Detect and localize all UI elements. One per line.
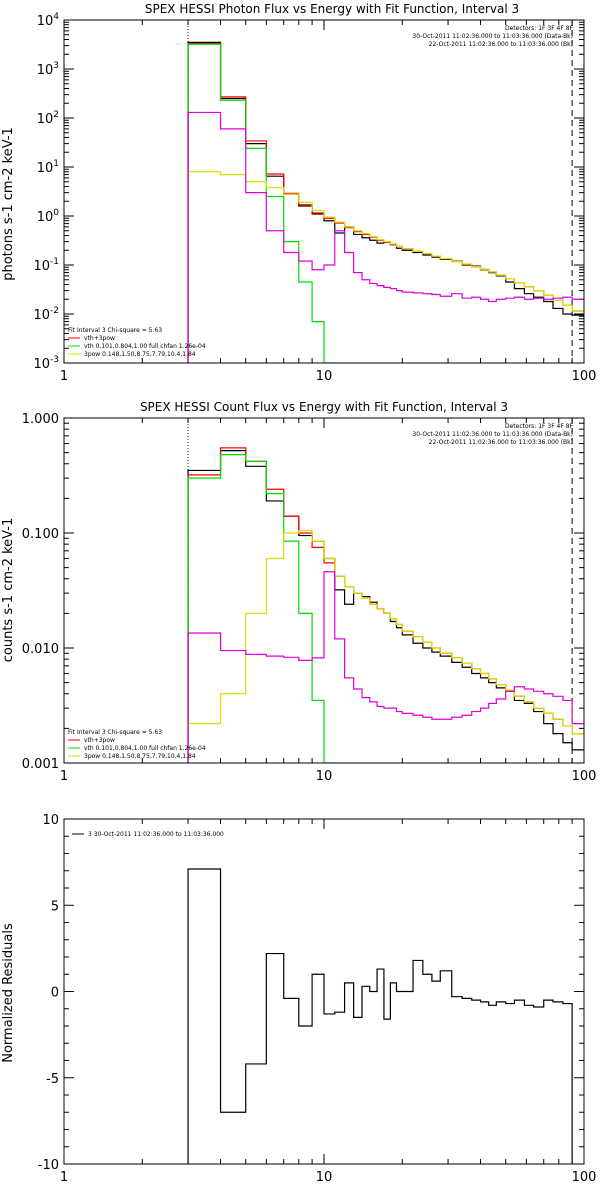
y-tick-label: 102 xyxy=(37,110,59,127)
y-tick-label: 10 xyxy=(42,813,59,828)
photon-flux-detectors: Detectors: 1F 3F 4F 8F xyxy=(505,25,574,32)
legend-label-vth: vth 0.101,0.804,1.00 full chfan 1.26e-04 xyxy=(84,745,206,752)
count-flux-panel: SPEX HESSI Count Flux vs Energy with Fit… xyxy=(1,400,596,784)
y-tick-label: 0.001 xyxy=(22,757,59,772)
y-tick-label: 101 xyxy=(37,159,59,176)
y-tick-label: 1.000 xyxy=(22,412,59,427)
legend-label-vth-3pow: vth+3pow xyxy=(84,335,115,342)
photon-flux-time-bk: 22-Oct-2011 11:02:36.000 to 11:03:36.000… xyxy=(429,41,573,48)
x-tick-label: 1 xyxy=(60,769,68,784)
count-flux-plot-frame xyxy=(63,417,585,764)
photon-flux-panel: SPEX HESSI Photon Flux vs Energy with Fi… xyxy=(1,2,596,384)
x-tick-label: 10 xyxy=(316,769,333,784)
series-3pow xyxy=(187,171,584,363)
count-flux-time-data: 30-Oct-2011 11:02:36.000 to 11:03:36.000… xyxy=(412,431,573,438)
photon-flux-fit-label: Fit Interval 3 Chi-square = 5.63 xyxy=(68,327,162,334)
photon-flux-legend: vth+3pow vth 0.101,0.804,1.00 full chfan… xyxy=(68,335,206,358)
legend-label-3pow: 3pow 0.148,1.50,8.75,7.79,10.4,1.84 xyxy=(84,753,196,760)
series-data-bk xyxy=(187,41,584,363)
y-tick-label: 0.010 xyxy=(22,642,59,657)
photon-flux-ylabel: photons s-1 cm-2 keV-1 xyxy=(1,127,16,281)
series-vth-3pow xyxy=(187,42,584,363)
legend-label-vth: vth 0.101,0.804,1.00 full chfan 1.26e-04 xyxy=(84,343,206,350)
photon-flux-time-data: 30-Oct-2011 11:02:36.000 to 11:03:36.000… xyxy=(412,33,573,40)
y-tick-label: 10-2 xyxy=(33,306,59,323)
y-tick-label: 0.100 xyxy=(22,527,59,542)
series-vth-3pow xyxy=(187,447,584,763)
x-tick-label: 100 xyxy=(572,769,597,784)
y-tick-label: 100 xyxy=(37,208,60,225)
photon-flux-marks xyxy=(63,19,584,364)
y-tick-label: -5 xyxy=(46,1072,59,1087)
x-tick-label: 100 xyxy=(572,369,597,384)
legend-label-vth-3pow: vth+3pow xyxy=(84,737,115,744)
x-tick-label: 100 xyxy=(572,1170,597,1185)
y-tick-label: 103 xyxy=(37,61,59,78)
count-flux-time-bk: 22-Oct-2011 11:02:36.000 to 11:03:36.000… xyxy=(429,439,573,446)
legend-label-3pow: 3pow 0.148,1.50,8.75,7.79,10.4,1.84 xyxy=(84,351,196,358)
photon-flux-plot-frame xyxy=(63,19,585,364)
series-data-bk xyxy=(187,450,584,763)
series-bk xyxy=(187,571,584,763)
residuals-ylabel: Normalized Residuals xyxy=(1,923,16,1063)
count-flux-title: SPEX HESSI Count Flux vs Energy with Fit… xyxy=(140,400,508,414)
series-vth xyxy=(187,454,335,763)
photon-flux-title: SPEX HESSI Photon Flux vs Energy with Fi… xyxy=(145,2,519,16)
photon-flux-tick-labels: 1 10 100 10-3 10-2 10-1 100 101 102 103 104 xyxy=(33,12,596,384)
series-3pow xyxy=(187,529,584,763)
residuals-panel: Normalized Residuals 1 10 100 -10 -5 0 5 10 3 3… xyxy=(1,813,596,1185)
x-tick-label: 1 xyxy=(60,1170,68,1185)
series-residuals xyxy=(187,868,573,1164)
x-tick-label: 10 xyxy=(316,369,333,384)
y-tick-label: -10 xyxy=(38,1158,59,1173)
x-tick-label: 10 xyxy=(316,1170,333,1185)
residuals-tick-labels: 1 10 100 -10 -5 0 5 10 xyxy=(38,813,597,1185)
y-tick-label: 10-1 xyxy=(33,257,59,274)
y-tick-label: 10-3 xyxy=(33,355,59,372)
count-flux-legend: vth+3pow vth 0.101,0.804,1.00 full chfan… xyxy=(68,737,206,760)
x-tick-label: 1 xyxy=(60,369,68,384)
residuals-marks xyxy=(63,818,584,1165)
residuals-legend-label: 3 30-Oct-2011 11:02:36.000 to 11:03:36.0… xyxy=(88,831,224,838)
count-flux-tick-labels: 1 10 100 0.001 0.010 0.100 1.000 xyxy=(22,412,597,784)
y-tick-label: 5 xyxy=(51,899,59,914)
y-tick-label: 104 xyxy=(37,12,60,29)
count-flux-ylabel: counts s-1 cm-2 keV-1 xyxy=(1,518,16,663)
series-vth xyxy=(187,43,335,363)
count-flux-marks xyxy=(63,417,584,764)
y-tick-label: 0 xyxy=(51,986,59,1001)
count-flux-fit-label: Fit Interval 3 Chi-square = 5.63 xyxy=(68,729,162,736)
residuals-plot-frame xyxy=(63,818,585,1165)
count-flux-detectors: Detectors: 1F 3F 4F 8F xyxy=(505,423,574,430)
series-bk xyxy=(187,111,584,363)
